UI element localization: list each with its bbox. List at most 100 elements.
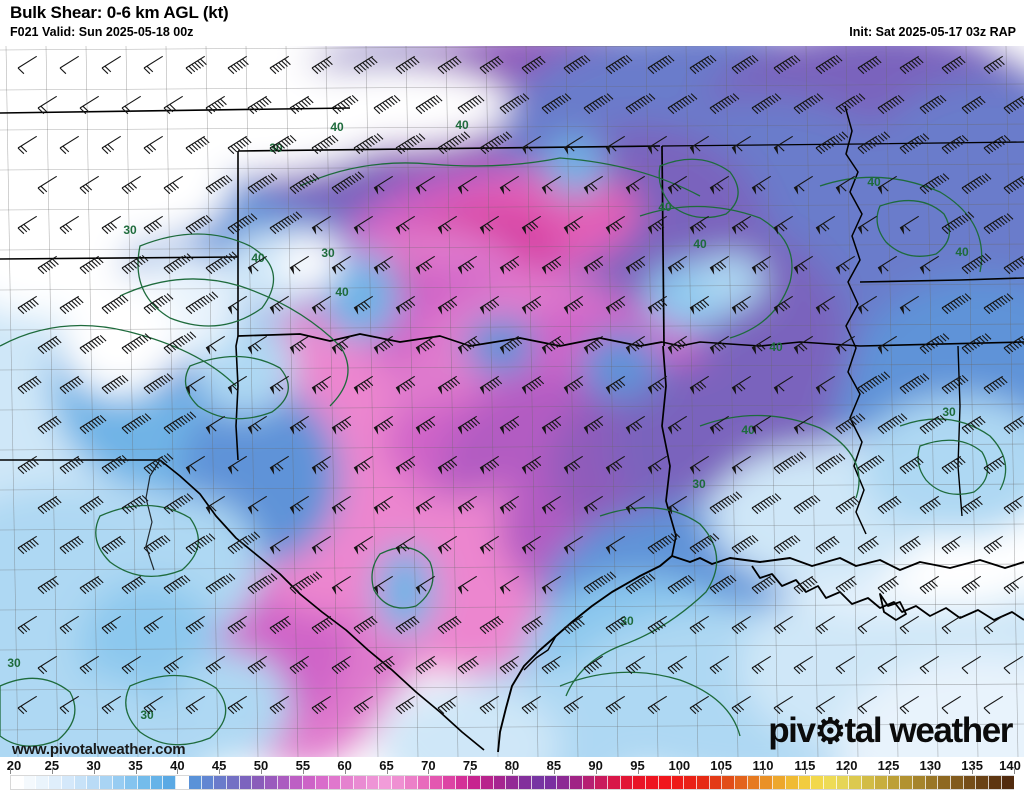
wind-barb (689, 533, 720, 555)
geo-boundary (661, 345, 677, 557)
map-canvas[interactable]: 30 40 40 30 40 30 40 40 40 40 40 40 40 30 30 30 30 30 (0, 46, 1024, 757)
wind-barb (647, 695, 667, 715)
wind-barb (121, 333, 152, 355)
colorbar-swatch (226, 776, 240, 789)
wind-barb (373, 255, 393, 275)
colorbar-swatch (404, 776, 418, 789)
wind-barb (331, 495, 351, 515)
wind-barb (731, 135, 751, 155)
wind-barb (625, 495, 645, 515)
wind-barb (353, 133, 384, 155)
colorbar-tick (219, 769, 221, 774)
wind-barb (457, 335, 481, 355)
colorbar-tick-label: 135 (961, 758, 984, 773)
colorbar-swatch (430, 776, 443, 789)
wind-barb (289, 571, 323, 595)
wind-barb (185, 291, 219, 315)
wind-barb (415, 335, 436, 355)
colorbar-tick-label: 55 (295, 758, 311, 773)
geo-boundary (237, 145, 661, 152)
wind-barb (17, 295, 39, 315)
geo-boundary (0, 603, 1024, 611)
wind-barb (37, 415, 62, 435)
colorbar-swatch (684, 776, 697, 789)
colorbar-swatch (392, 776, 405, 789)
wind-barb (605, 295, 626, 315)
colorbar-gradient-strip[interactable] (10, 775, 1014, 790)
wind-barb (667, 335, 688, 355)
wind-barb (79, 95, 99, 115)
contour-label: 40 (335, 285, 349, 299)
wind-barb (625, 255, 646, 275)
wind-barb (709, 255, 729, 275)
wind-barb (521, 295, 542, 315)
colorbar-tick (679, 769, 681, 774)
wind-barb (121, 655, 141, 675)
wind-barb (331, 95, 359, 115)
wind-barb (395, 535, 415, 555)
wind-barb (1003, 655, 1023, 675)
wind-barb (709, 415, 729, 435)
wind-barb (353, 695, 373, 715)
colorbar-tick-label: 115 (794, 758, 816, 773)
wind-barb (563, 455, 583, 475)
colorbar-swatch (735, 776, 748, 789)
wind-barb (689, 455, 709, 475)
wind-barb (647, 615, 667, 635)
wind-barb (731, 615, 751, 635)
colorbar-tick-labels: 20 25 30 35 40 45 50 55 60 65 70 75 80 85 90 95 100 105 11… (0, 757, 1024, 774)
wind-barb (709, 491, 743, 515)
colorbar-tick-label: 70 (421, 758, 436, 773)
wind-barb (815, 215, 835, 235)
geo-boundary (645, 46, 659, 757)
wind-barb (395, 55, 420, 75)
colorbar-tick-label: 60 (337, 758, 352, 773)
wind-barb (17, 375, 42, 395)
wind-barb-layer (17, 55, 1024, 715)
contour-line (184, 355, 289, 420)
geo-boundary (885, 46, 899, 757)
wind-barb (899, 535, 921, 555)
geo-boundary (125, 46, 139, 757)
wind-barb (731, 455, 751, 475)
geo-boundary (405, 46, 419, 757)
wind-barb (731, 535, 759, 555)
colorbar-tick (344, 769, 346, 774)
geo-boundary (325, 46, 339, 757)
wind-barb (17, 215, 37, 235)
wind-barb (395, 455, 416, 475)
wind-barb (857, 295, 877, 315)
contour-line (0, 677, 76, 747)
colorbar-tick (553, 769, 555, 774)
wind-barb (121, 495, 149, 515)
colorbar-swatch (633, 776, 647, 789)
wind-barb (143, 215, 163, 235)
wind-barb (647, 295, 668, 315)
geo-boundary (525, 46, 539, 757)
wind-barb (205, 335, 225, 355)
wind-barb (773, 535, 801, 555)
colorbar-swatch (87, 776, 100, 789)
wind-barb (605, 55, 633, 75)
wind-barb (373, 495, 393, 515)
wind-barb (101, 455, 129, 475)
wind-barb (247, 495, 267, 515)
contour-line (125, 674, 227, 746)
wind-barb (457, 495, 477, 515)
colorbar-swatch (747, 776, 761, 789)
colorbar-tick (93, 769, 95, 774)
wind-barb (961, 495, 983, 515)
wind-barb (835, 655, 855, 675)
wind-barb (415, 415, 436, 435)
wind-barb (289, 255, 309, 275)
wind-barb (227, 375, 247, 395)
colorbar-swatch (36, 776, 50, 789)
wind-barb (689, 695, 709, 715)
colorbar-swatch (125, 776, 139, 789)
wind-barb (583, 495, 603, 515)
wind-barb (101, 55, 121, 75)
wind-barb (311, 695, 331, 715)
wind-barb (773, 375, 793, 395)
geo-boundary (159, 459, 485, 751)
